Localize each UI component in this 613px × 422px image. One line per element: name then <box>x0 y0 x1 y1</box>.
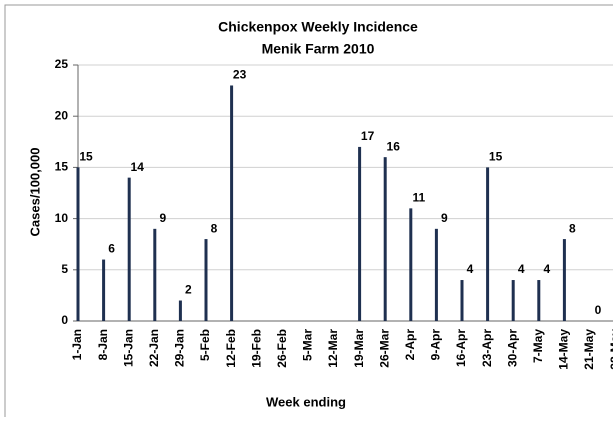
x-tick-label: 15-Jan <box>121 329 135 367</box>
bar <box>127 177 131 321</box>
data-label: 9 <box>159 211 166 225</box>
x-axis-title: Week ending <box>266 394 346 409</box>
x-tick-label: 7-May <box>531 329 545 363</box>
y-tick-label: 5 <box>61 262 68 276</box>
y-tick-label: 10 <box>55 211 69 225</box>
chart-subtitle: Menik Farm 2010 <box>262 41 375 57</box>
y-axis-title: Cases/100,000 <box>27 148 42 237</box>
x-tick-label: 12-Feb <box>224 329 238 368</box>
data-label: 15 <box>79 150 93 164</box>
data-label: 23 <box>233 68 247 82</box>
data-label: 8 <box>569 221 576 235</box>
bar <box>358 146 362 321</box>
chart-title: Chickenpox Weekly Incidence <box>218 19 418 35</box>
bar <box>434 228 438 321</box>
bar <box>562 239 566 321</box>
x-tick-label: 2-Apr <box>403 329 417 361</box>
x-tick-label: 16-Apr <box>454 329 468 367</box>
chart-border <box>4 4 613 422</box>
bar <box>511 280 515 321</box>
y-tick-label: 25 <box>55 57 69 71</box>
x-tick-label: 30-Apr <box>505 329 519 367</box>
bar <box>76 167 80 321</box>
bar <box>178 300 182 321</box>
y-tick-label: 20 <box>55 108 69 122</box>
data-label: 6 <box>108 242 115 256</box>
bar <box>153 228 157 321</box>
x-tick-label: 1-Jan <box>70 329 84 360</box>
bar <box>204 239 208 321</box>
x-tick-label: 12-Mar <box>326 329 340 368</box>
x-tick-label: 26-Mar <box>377 329 391 368</box>
data-label: 0 <box>595 303 602 317</box>
x-tick-label: 9-Apr <box>429 329 443 361</box>
y-tick-label: 0 <box>61 313 68 327</box>
x-tick-label: 8-Jan <box>96 329 110 360</box>
x-tick-label: 21-May <box>582 329 596 370</box>
x-tick-label: 22-Jan <box>147 329 161 367</box>
y-tick-label: 15 <box>55 160 69 174</box>
data-label: 14 <box>131 160 145 174</box>
bar <box>486 167 490 321</box>
x-tick-label: 19-Mar <box>352 329 366 368</box>
data-label: 4 <box>518 262 525 276</box>
data-label: 9 <box>441 211 448 225</box>
bar <box>409 208 413 321</box>
data-label: 11 <box>412 191 425 205</box>
bar <box>102 259 106 321</box>
x-tick-label: 28-May <box>608 329 613 370</box>
data-label: 4 <box>543 262 550 276</box>
data-label: 8 <box>211 221 218 235</box>
x-tick-label: 5-Feb <box>198 329 212 361</box>
bar <box>460 280 464 321</box>
x-tick-label: 19-Feb <box>249 329 263 368</box>
x-tick-label: 26-Feb <box>275 329 289 368</box>
bar <box>230 85 234 321</box>
x-tick-label: 5-Mar <box>301 329 315 361</box>
bar <box>383 157 387 321</box>
x-tick-label: 29-Jan <box>173 329 187 367</box>
data-label: 2 <box>185 283 192 297</box>
data-label: 16 <box>387 139 401 153</box>
x-tick-label: 14-May <box>557 329 571 370</box>
data-label: 15 <box>489 150 503 164</box>
bar <box>537 280 541 321</box>
data-label: 4 <box>467 262 474 276</box>
data-label: 17 <box>361 129 375 143</box>
x-tick-label: 23-Apr <box>480 329 494 367</box>
